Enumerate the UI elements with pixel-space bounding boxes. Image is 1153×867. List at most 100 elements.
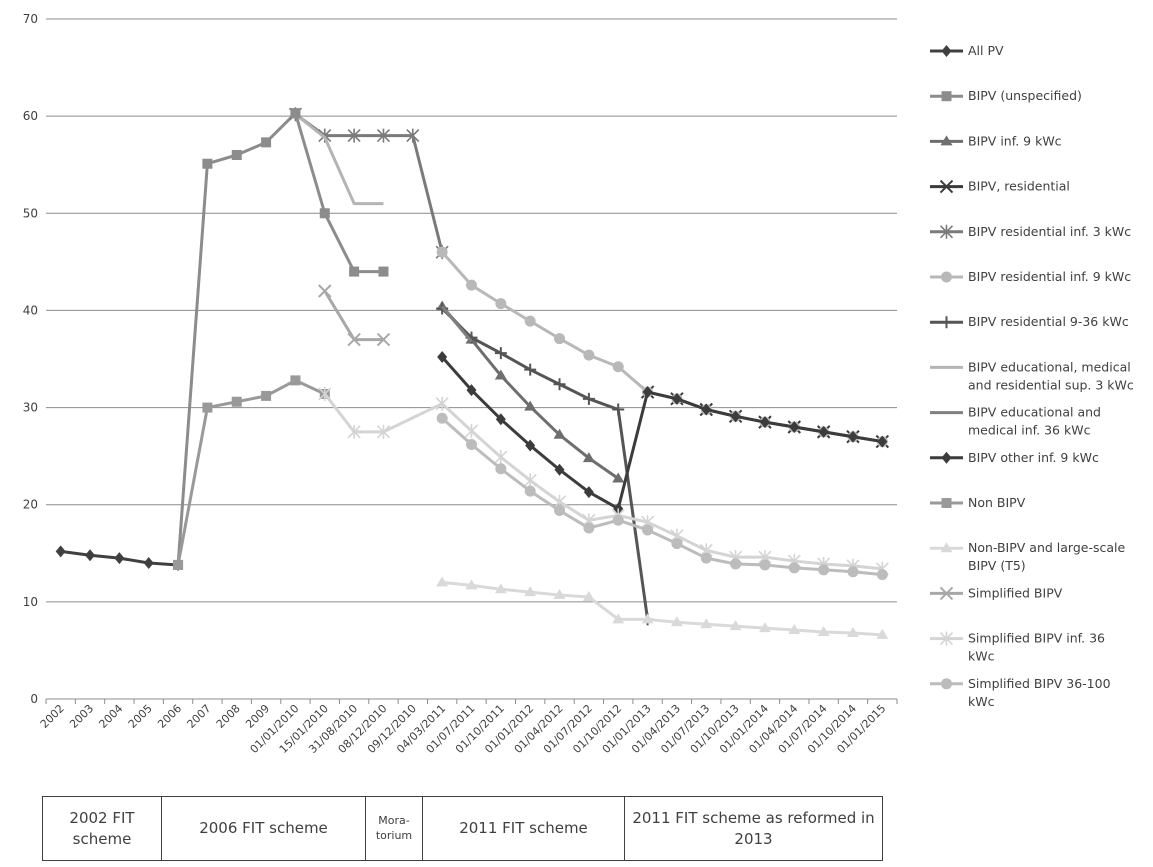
scheme-cell-2006: 2006 FIT scheme (161, 796, 366, 861)
y-axis-ticks: 0 10 20 30 40 50 60 70 (23, 12, 38, 706)
data-point (319, 208, 330, 219)
legend-item-bipv-educational-and-medical-inf-36-kwc: BIPV educational and medical inf. 36 kWc (930, 405, 1101, 438)
data-point (818, 564, 830, 576)
data-point (554, 505, 566, 517)
data-point (788, 624, 801, 635)
legend-label: Simplified BIPV (968, 585, 1063, 600)
legend-marker (941, 678, 952, 690)
data-point (436, 246, 448, 258)
data-point (758, 622, 771, 633)
y-tick-label: 60 (23, 109, 38, 123)
x-tick-label: 2006 (155, 702, 184, 731)
y-tick-label: 0 (30, 692, 38, 706)
series-simplified-bipv (318, 284, 391, 347)
legend-item-simplified-bipv: Simplified BIPV (930, 585, 1063, 600)
data-point (495, 463, 507, 475)
legend-label: BIPV (T5) (968, 558, 1026, 573)
data-point (818, 425, 829, 438)
legend-marker (941, 271, 952, 283)
scheme-cell-2002: 2002 FIT scheme (42, 796, 162, 861)
legend-marker (940, 135, 953, 146)
data-point (494, 450, 508, 465)
legend-item-all-pv: All PV (930, 43, 1004, 58)
series-bipv-residential-inf-9-kwc (436, 246, 888, 448)
legend-marker (941, 91, 952, 102)
data-point (464, 423, 479, 438)
data-point (553, 378, 566, 391)
series-all-pv (55, 545, 184, 571)
data-point (846, 626, 859, 637)
data-point (378, 266, 389, 277)
data-point (436, 576, 449, 587)
data-point (495, 298, 507, 310)
legend-item-bipv-inf-9-kwc: BIPV inf. 9 kWc (930, 133, 1062, 148)
series-simplified-bipv-inf-36-kwc (318, 386, 889, 576)
legend-label: BIPV residential 9-36 kWc (968, 314, 1129, 329)
data-point (436, 412, 448, 424)
series-line (442, 580, 883, 637)
data-point (173, 559, 184, 570)
data-point (143, 557, 154, 569)
data-point (347, 128, 361, 143)
legend-label: BIPV educational and (968, 405, 1101, 420)
data-point (847, 566, 859, 578)
data-point (290, 108, 301, 119)
series-line (294, 113, 384, 206)
data-point (730, 410, 741, 423)
x-axis-ticks: 2002 2003 2004 2005 2006 2007 2008 200901/01/20… (38, 702, 889, 756)
legend-label: Simplified BIPV inf. 36 (968, 631, 1105, 646)
data-point (318, 284, 332, 298)
series-line (323, 393, 883, 571)
data-point (202, 402, 213, 413)
x-tick-label: 2002 (38, 702, 67, 731)
legend-item-bipv-residential: BIPV, residential (930, 179, 1070, 194)
data-point (524, 586, 537, 597)
legend-label: All PV (968, 43, 1004, 58)
legend-marker (941, 451, 952, 464)
data-point (759, 416, 770, 429)
y-tick-label: 20 (23, 498, 38, 512)
data-point (670, 616, 683, 627)
legend-item-non-bipv-and-large-scale-bipv-t5: Non-BIPV and large-scale BIPV (T5) (930, 540, 1126, 573)
legend-marker (941, 45, 952, 57)
data-point (318, 386, 332, 401)
legend-item-simplified-bipv-inf-36-kwc: Simplified BIPV inf. 36 kWc (930, 631, 1105, 664)
data-point (612, 613, 625, 624)
data-point (261, 137, 272, 148)
legend-marker (939, 586, 954, 601)
data-point (494, 369, 507, 380)
data-point (554, 333, 566, 345)
x-tick-label: 2005 (126, 702, 155, 731)
series-non-bipv-and-large-scale-bipv-t5 (436, 576, 889, 639)
series-line (441, 417, 883, 577)
data-point (847, 430, 858, 443)
data-point (347, 332, 361, 347)
legend-label: BIPV educational, medical (968, 359, 1131, 374)
data-point (700, 552, 712, 564)
data-point (376, 332, 391, 347)
legend-item-simplified-bipv-36-100-kwc: Simplified BIPV 36-100 kWc (930, 676, 1111, 709)
series-line (293, 112, 384, 274)
y-tick-label: 10 (23, 595, 38, 609)
scheme-row: 2002 FIT scheme 2006 FIT scheme Mora-tor… (42, 796, 883, 861)
gridlines (45, 18, 898, 704)
series-bipv-unspecified-segment (290, 108, 389, 277)
line-chart: 0 10 20 30 40 50 60 70 2002 2003 2004 2005 2006 2007… (23, 12, 1134, 756)
data-point (261, 390, 272, 401)
data-point (494, 347, 507, 360)
series-line (441, 356, 883, 511)
legend-marker (941, 498, 952, 508)
x-tick-label: 2004 (96, 702, 125, 731)
series-bipv-educational-and-medical-inf-36-kwc (441, 305, 473, 343)
legend-item-bipv-educational-medical-and-residential-sup-3-kwc: BIPV educational, medical and residential… (930, 359, 1134, 392)
data-point (671, 392, 682, 405)
y-tick-label: 50 (23, 206, 38, 220)
series-line (323, 290, 384, 342)
data-point (466, 438, 477, 450)
data-point (406, 128, 420, 143)
data-point (553, 428, 566, 439)
data-point (582, 392, 595, 405)
data-point (524, 485, 536, 497)
legend-marker (939, 179, 954, 194)
data-point (554, 463, 565, 476)
